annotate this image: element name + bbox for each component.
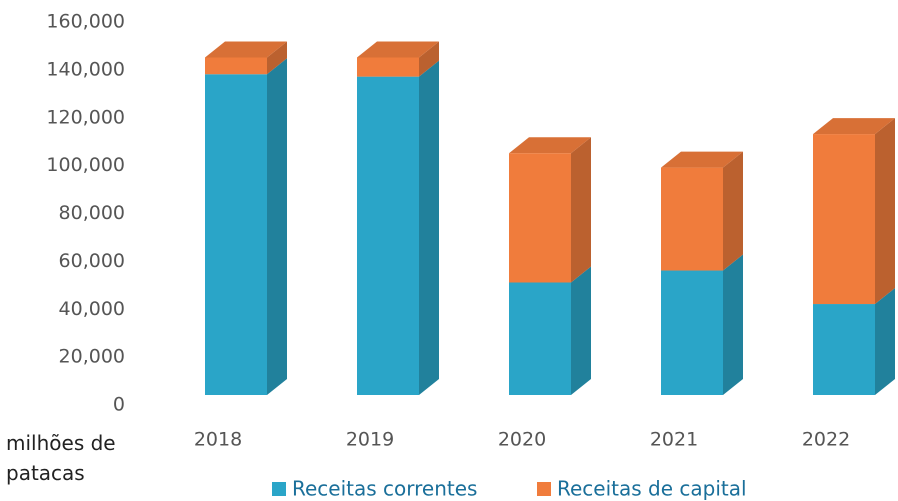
y-tick-label: 20,000 (59, 346, 125, 368)
y-tick-label: 100,000 (46, 154, 125, 176)
x-tick-label: 2022 (802, 429, 850, 451)
y-unit-label: milhões de patacas (6, 431, 116, 485)
bar-top (509, 137, 591, 154)
y-tick-label: 60,000 (59, 250, 125, 272)
bar-segment (813, 288, 895, 395)
bar-segment (509, 266, 591, 395)
legend-label: Receitas correntes (292, 477, 477, 501)
bar-front (813, 134, 875, 305)
bar-side (875, 118, 895, 305)
bar-front (661, 270, 723, 395)
bar-side (723, 254, 743, 395)
bar-top (813, 118, 895, 135)
bar-segment (509, 137, 591, 283)
bar-segment (357, 41, 439, 77)
bar-side (419, 60, 439, 395)
bar-segment (813, 118, 895, 305)
legend-swatch (272, 482, 286, 496)
y-tick-label: 0 (113, 394, 125, 416)
bar-front (661, 167, 723, 271)
bar-segment (661, 151, 743, 271)
y-tick-label: 160,000 (46, 11, 125, 33)
bar-top (661, 151, 743, 168)
bar-front (205, 57, 267, 75)
x-tick-label: 2020 (498, 429, 546, 451)
bar-side (267, 41, 287, 75)
bar-front (509, 282, 571, 395)
x-tick-label: 2019 (346, 429, 394, 451)
x-tick-label: 2018 (194, 429, 242, 451)
bar-side (267, 58, 287, 396)
legend-swatch (537, 482, 551, 496)
bar-front (357, 76, 419, 395)
y-tick-label: 40,000 (59, 298, 125, 320)
bar-front (509, 153, 571, 283)
bar-segment (205, 41, 287, 75)
bar-side (571, 266, 591, 395)
bar-side (875, 288, 895, 395)
legend-label: Receitas de capital (557, 477, 747, 501)
bar-top (205, 41, 287, 58)
bar-top (357, 41, 439, 58)
bar-segment (357, 60, 439, 395)
bar-segment (661, 254, 743, 395)
bar-front (813, 304, 875, 395)
bar-side (419, 41, 439, 77)
y-tick-label: 80,000 (59, 202, 125, 224)
bar-side (571, 137, 591, 283)
y-tick-label: 120,000 (46, 106, 125, 128)
bar-segment (205, 58, 287, 396)
x-tick-label: 2021 (650, 429, 698, 451)
bar-front (205, 74, 267, 396)
y-tick-label: 140,000 (46, 58, 125, 80)
bar-front (357, 57, 419, 77)
bar-side (723, 151, 743, 271)
